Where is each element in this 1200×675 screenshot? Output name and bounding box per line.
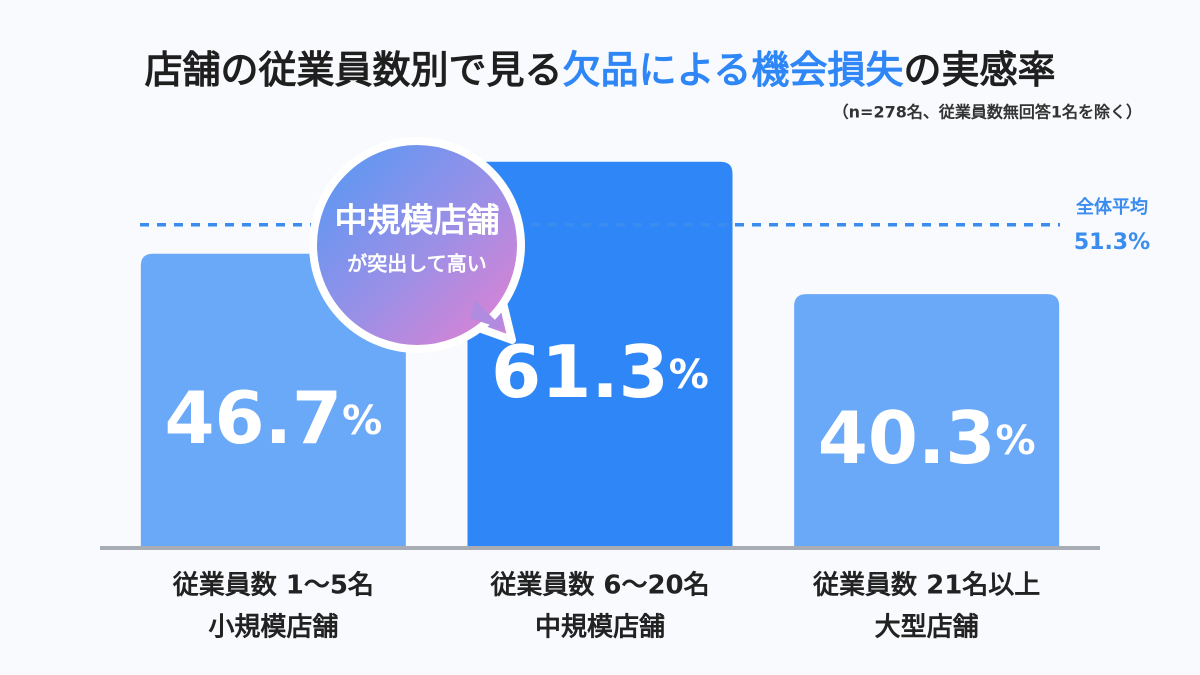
bar — [467, 161, 733, 548]
average-label: 全体平均 — [1076, 196, 1148, 218]
title-highlight: 欠品による機会損失 — [563, 48, 905, 92]
average-value: 51.3% — [1074, 230, 1150, 255]
chart-title: 店舗の従業員数別で見る欠品による機会損失の実感率 — [145, 48, 1056, 92]
average: 全体平均 51.3% — [140, 196, 1150, 255]
callout-bubble — [309, 137, 525, 353]
value-label: 46.7% — [164, 375, 382, 459]
bar — [140, 253, 406, 549]
callout-title: 中規模店舗 — [335, 201, 500, 240]
callout-text: が突出して高い — [347, 252, 486, 276]
value-label: 40.3% — [818, 396, 1036, 480]
x-tick-label: 従業員数 1〜5名 — [172, 570, 374, 601]
x-tick-label: 中規模店舗 — [535, 613, 665, 643]
x-tick-label: 小規模店舗 — [208, 613, 338, 643]
subtitle: （n=278名、従業員数無回答1名を除く） — [833, 103, 1142, 122]
value-label: 61.3% — [491, 329, 709, 413]
bar — [794, 294, 1060, 548]
x-tick-label: 大型店舗 — [875, 613, 979, 643]
title-part: 店舗の従業員数別で見る — [145, 48, 563, 92]
x-tick-label: 従業員数 6〜20名 — [489, 570, 709, 601]
callout-tail-fill — [470, 300, 505, 330]
bars — [140, 161, 1060, 549]
callout: 中規模店舗 が突出して高い — [309, 137, 525, 353]
x-tick-label: 従業員数 21名以上 — [812, 570, 1040, 601]
title-part: の実感率 — [903, 48, 1055, 92]
